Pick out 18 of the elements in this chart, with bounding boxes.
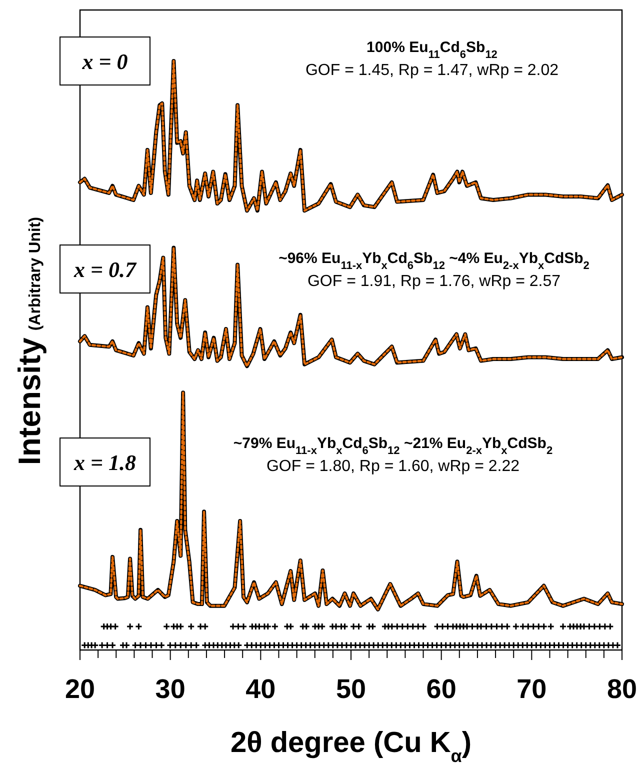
annotation: GOF = 1.80, Rp = 1.60, wRp = 2.22 (266, 458, 520, 475)
text: x = 0 (81, 49, 128, 74)
x-axis-title: 2θ degree (Cu K$_{α}$) (230, 727, 472, 763)
x-tick-label: 30 (155, 674, 186, 704)
x-tick-label: 40 (246, 674, 276, 704)
annotation: 100% Eu$_{11}$Cd$_{6}$Sb$_{12}$ (366, 39, 498, 61)
annotation: GOF = 1.45, Rp = 1.47, wRp = 2.02 (305, 62, 559, 79)
x-tick-label: 70 (516, 674, 547, 704)
text: ~96% Eu$_{11-x}$Yb$_{x}$Cd$_{6}$Sb$_{12}$ ~4% Eu$_{2-x}$Yb$_{x}$CdSb$_{2}$ (278, 250, 590, 272)
text: ~79% Eu$_{11-x}$Yb$_{x}$Cd$_{6}$Sb$_{12}$ ~21% Eu$_{2-x}$Yb$_{x}$CdSb$_{2}$ (233, 435, 553, 457)
text: x = 1.8 (72, 450, 136, 475)
x-tick-label: 50 (336, 674, 366, 704)
series-label: x = 0.7 (72, 257, 138, 282)
annotation: GOF = 1.91, Rp = 1.76, wRp = 2.57 (307, 273, 561, 290)
x-tick-label: 60 (426, 674, 456, 704)
x-tick-label: 80 (606, 674, 638, 704)
x-tick-label: 20 (64, 674, 96, 704)
y-axis-title: Intensity (Arbitrary Unit) (12, 216, 47, 466)
